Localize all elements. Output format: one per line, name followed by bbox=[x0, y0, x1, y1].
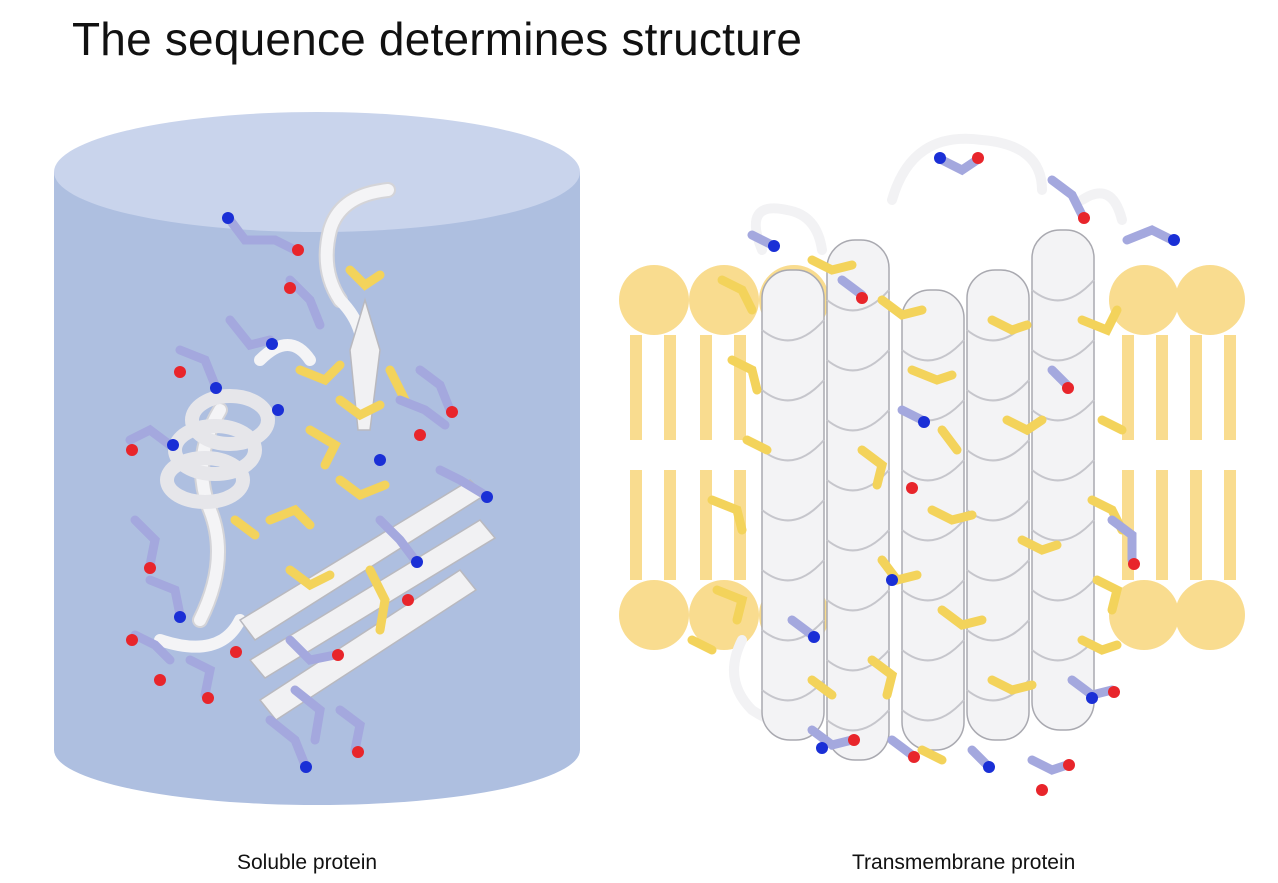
lipid-bilayer bbox=[619, 265, 1245, 650]
soluble-protein-model bbox=[125, 182, 497, 773]
water-cylinder bbox=[54, 112, 580, 805]
soluble-protein-illustration bbox=[54, 112, 580, 805]
slide-title: The sequence determines structure bbox=[72, 13, 803, 65]
transmembrane-protein-model bbox=[687, 133, 1180, 796]
transmembrane-protein-illustration bbox=[619, 133, 1245, 796]
caption-transmembrane-protein: Transmembrane protein bbox=[852, 851, 1076, 874]
caption-soluble-protein: Soluble protein bbox=[237, 851, 378, 874]
